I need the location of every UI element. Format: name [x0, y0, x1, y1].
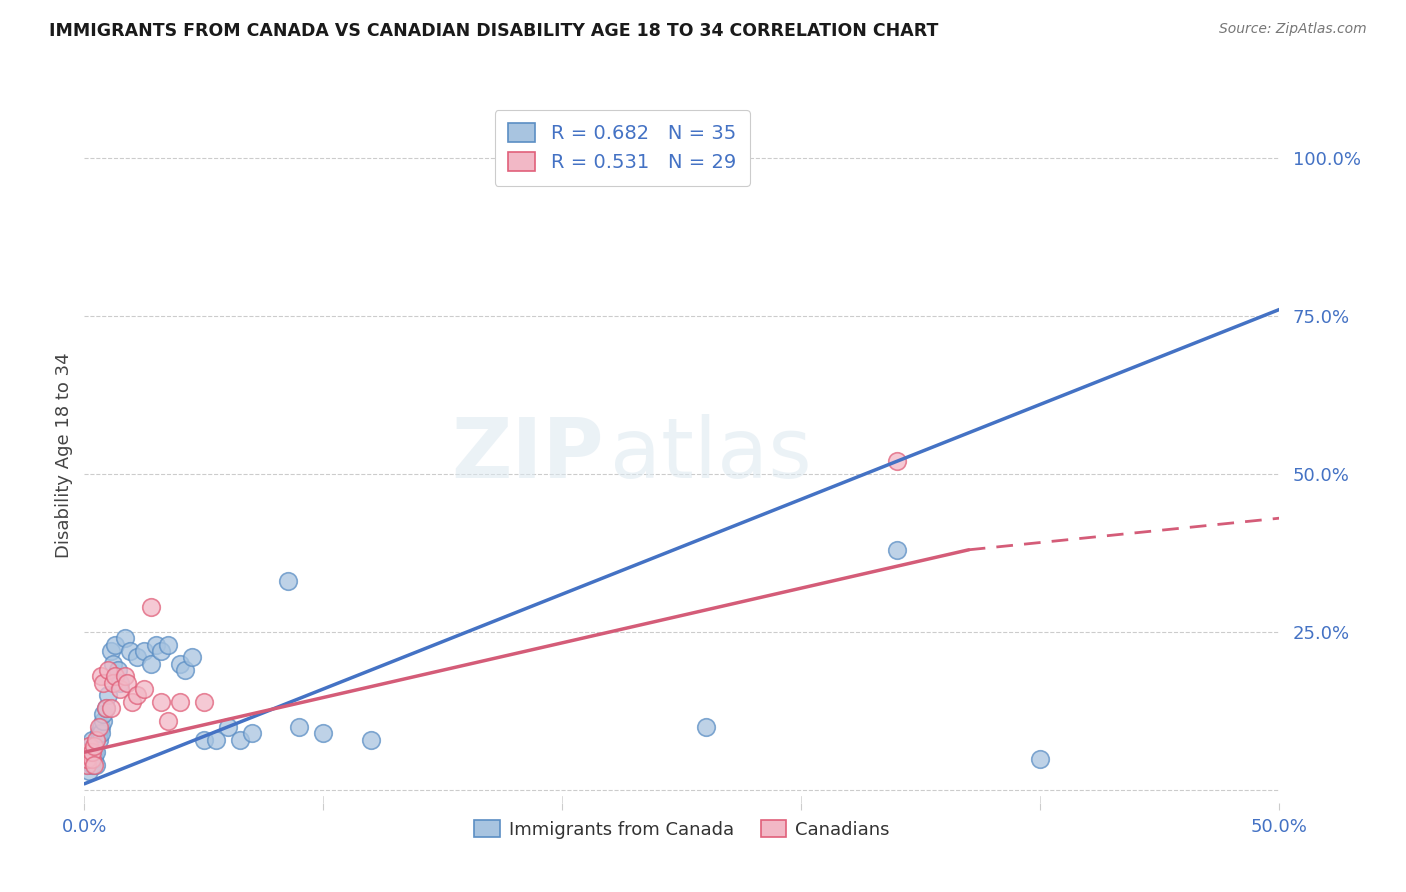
Point	[125, 650, 148, 665]
Text: Source: ZipAtlas.com: Source: ZipAtlas.com	[1219, 22, 1367, 37]
Text: IMMIGRANTS FROM CANADA VS CANADIAN DISABILITY AGE 18 TO 34 CORRELATION CHART: IMMIGRANTS FROM CANADA VS CANADIAN DISAB…	[49, 22, 939, 40]
Point	[76, 751, 98, 765]
Point	[118, 644, 141, 658]
Point	[193, 695, 215, 709]
Point	[110, 681, 132, 696]
Point	[193, 732, 215, 747]
Point	[101, 657, 124, 671]
Point	[217, 720, 239, 734]
Point	[157, 638, 180, 652]
Point	[240, 726, 263, 740]
Point	[90, 726, 112, 740]
Point	[886, 542, 908, 557]
Point	[93, 707, 115, 722]
Point	[149, 644, 172, 658]
Point	[80, 732, 103, 747]
Point	[100, 644, 122, 658]
Point	[77, 764, 100, 779]
Point	[80, 745, 103, 759]
Point	[76, 751, 98, 765]
Point	[145, 638, 167, 652]
Point	[87, 726, 110, 740]
Point	[132, 681, 156, 696]
Point	[360, 732, 382, 747]
Point	[149, 695, 172, 709]
Point	[277, 574, 299, 589]
Point	[169, 695, 191, 709]
Point	[121, 695, 143, 709]
Point	[76, 757, 98, 772]
Point	[83, 751, 105, 765]
Point	[80, 751, 103, 765]
Point	[104, 638, 127, 652]
Text: atlas: atlas	[610, 415, 811, 495]
Point	[90, 669, 112, 683]
Point	[100, 701, 122, 715]
Point	[886, 454, 908, 468]
Point	[101, 675, 124, 690]
Point	[97, 663, 120, 677]
Point	[125, 688, 148, 702]
Point	[80, 745, 103, 759]
Point	[80, 757, 103, 772]
Point	[83, 745, 105, 759]
Point	[141, 657, 163, 671]
Point	[312, 726, 335, 740]
Point	[83, 739, 105, 753]
Point	[83, 739, 105, 753]
Point	[77, 745, 100, 759]
Point	[1029, 751, 1052, 765]
Point	[114, 669, 136, 683]
Point	[97, 688, 120, 702]
Point	[86, 757, 108, 772]
Point	[141, 599, 163, 614]
Point	[77, 739, 100, 753]
Point	[114, 632, 136, 646]
Point	[107, 663, 129, 677]
Point	[93, 675, 115, 690]
Point	[86, 745, 108, 759]
Point	[77, 745, 100, 759]
Point	[288, 720, 311, 734]
Point	[169, 657, 191, 671]
Point	[93, 714, 115, 728]
Point	[117, 675, 139, 690]
Point	[110, 675, 132, 690]
Point	[157, 714, 180, 728]
Point	[94, 701, 117, 715]
Point	[173, 663, 195, 677]
Point	[86, 732, 108, 747]
Point	[132, 644, 156, 658]
Point	[87, 732, 110, 747]
Point	[83, 757, 105, 772]
Text: ZIP: ZIP	[451, 415, 605, 495]
Point	[76, 757, 98, 772]
Point	[104, 669, 127, 683]
Point	[181, 650, 204, 665]
Legend: Immigrants from Canada, Canadians: Immigrants from Canada, Canadians	[467, 813, 897, 846]
Point	[90, 720, 112, 734]
Point	[229, 732, 252, 747]
Point	[80, 751, 103, 765]
Point	[695, 720, 717, 734]
Y-axis label: Disability Age 18 to 34: Disability Age 18 to 34	[55, 352, 73, 558]
Point	[77, 739, 100, 753]
Point	[205, 732, 228, 747]
Point	[87, 720, 110, 734]
Point	[94, 701, 117, 715]
